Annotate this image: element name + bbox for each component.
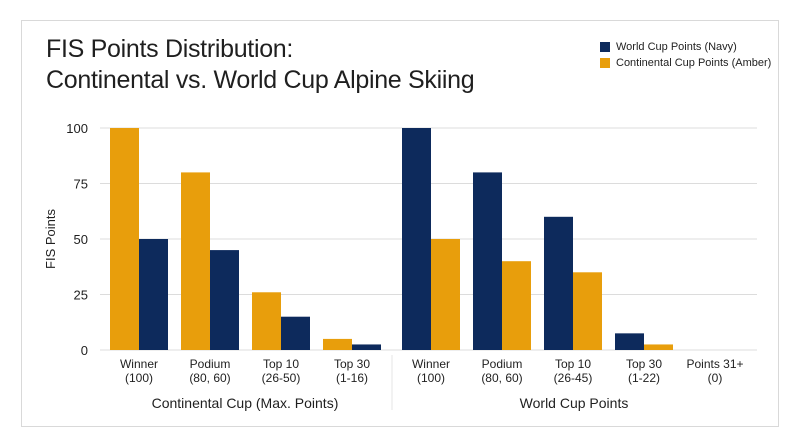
group-label-1: World Cup Points [520, 395, 629, 411]
y-tick-label-75: 75 [74, 177, 88, 192]
chart-frame [21, 20, 779, 427]
x-tick-label-1-4-line2: (0) [708, 371, 723, 385]
x-tick-label-0-2-line1: Top 10 [263, 357, 299, 371]
bar-1-0-navy [402, 128, 431, 350]
x-tick-label-0-3-line2: (1-16) [336, 371, 368, 385]
x-tick-label-0-2-line2: (26-50) [262, 371, 301, 385]
x-tick-label-0-1-line2: (80, 60) [189, 371, 230, 385]
chart-title-line-2: Continental vs. World Cup Alpine Skiing [46, 66, 475, 94]
bar-0-1-amber [181, 172, 210, 350]
bar-1-0-amber [431, 239, 460, 350]
bar-0-1-navy [210, 250, 239, 350]
bar-1-3-navy [615, 333, 644, 350]
legend-item-continental-cup: Continental Cup Points (Amber) [600, 55, 771, 71]
chart-title: FIS Points Distribution: Continental vs.… [46, 34, 475, 96]
bar-0-0-navy [139, 239, 168, 350]
legend-label-world-cup: World Cup Points (Navy) [616, 41, 737, 53]
bar-1-1-amber [502, 261, 531, 350]
x-tick-label-1-1-line2: (80, 60) [481, 371, 522, 385]
bar-1-2-amber [573, 272, 602, 350]
x-tick-label-1-0-line1: Winner [412, 357, 450, 371]
x-tick-label-1-3-line2: (1-22) [628, 371, 660, 385]
group-label-0: Continental Cup (Max. Points) [152, 395, 339, 411]
y-tick-label-50: 50 [74, 232, 88, 247]
y-tick-label-0: 0 [81, 343, 88, 358]
legend: World Cup Points (Navy) Continental Cup … [600, 39, 771, 71]
x-tick-label-1-4-line1: Points 31+ [686, 357, 743, 371]
x-tick-label-0-0-line2: (100) [125, 371, 153, 385]
y-axis-label: FIS Points [43, 209, 58, 269]
y-tick-label-100: 100 [66, 121, 88, 136]
y-tick-label-25: 25 [74, 288, 88, 303]
legend-swatch-amber [600, 58, 610, 68]
bar-1-2-navy [544, 216, 573, 350]
chart-title-line-1: FIS Points Distribution: [46, 35, 294, 63]
x-tick-label-1-2-line1: Top 10 [555, 357, 591, 371]
bar-1-3-amber [644, 344, 673, 350]
legend-item-world-cup: World Cup Points (Navy) [600, 39, 771, 55]
x-tick-label-1-3-line1: Top 30 [626, 357, 662, 371]
legend-swatch-navy [600, 42, 610, 52]
x-tick-label-1-2-line2: (26-45) [554, 371, 593, 385]
legend-label-continental-cup: Continental Cup Points (Amber) [616, 57, 772, 69]
x-tick-label-0-1-line1: Podium [190, 357, 231, 371]
bar-0-2-amber [252, 292, 281, 350]
bar-0-3-navy [352, 344, 381, 350]
x-tick-label-0-0-line1: Winner [120, 357, 158, 371]
x-tick-label-1-0-line2: (100) [417, 371, 445, 385]
bar-0-2-navy [281, 316, 310, 350]
bar-0-3-amber [323, 338, 352, 350]
x-tick-label-0-3-line1: Top 30 [334, 357, 370, 371]
bar-0-0-amber [110, 128, 139, 350]
bar-1-1-navy [473, 172, 502, 350]
x-tick-label-1-1-line1: Podium [482, 357, 523, 371]
